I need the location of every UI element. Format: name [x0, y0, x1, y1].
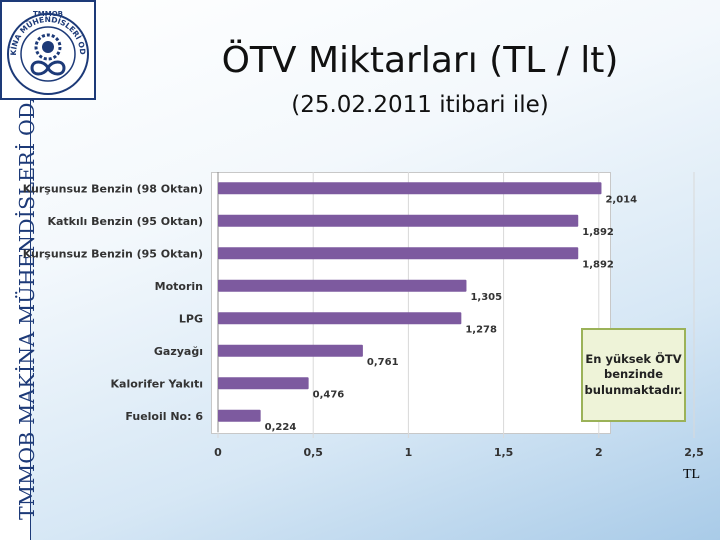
page-subtitle: (25.02.2011 itibari ile): [291, 92, 549, 118]
page-title: ÖTV Miktarları (TL / lt): [221, 40, 619, 81]
x-tick-label: 0,5: [303, 446, 323, 459]
bar: [218, 279, 467, 292]
callout-box: En yüksek ÖTV benzinde bulunmaktadır.: [581, 328, 686, 422]
bar: [218, 344, 363, 357]
bar: [218, 247, 579, 260]
category-label: Fueloil No: 6: [125, 410, 203, 423]
logo-top-text: TMMOB: [33, 10, 63, 18]
x-axis-unit-label: TL: [683, 467, 701, 482]
x-tick-label: 1,5: [494, 446, 514, 459]
bar: [218, 214, 579, 227]
category-label: Kalorifer Yakıtı: [111, 377, 203, 390]
x-tick-label: 2,5: [684, 446, 704, 459]
value-label: 2,014: [605, 194, 637, 205]
bar: [218, 182, 602, 195]
category-label: Motorin: [155, 280, 203, 293]
value-label: 1,278: [465, 324, 497, 335]
callout-text: En yüksek ÖTV benzinde bulunmaktadır.: [584, 351, 683, 397]
value-label: 0,761: [367, 357, 399, 368]
value-label: 1,305: [470, 292, 502, 303]
bar: [218, 409, 261, 422]
value-label: 0,476: [313, 389, 345, 400]
x-tick-label: 2: [595, 446, 603, 459]
organization-logo: MAKİNA MÜHENDİSLERİ ODASI TMMOB: [0, 0, 96, 100]
category-label: Kurşunsuz Benzin (98 Oktan): [23, 182, 203, 195]
bar: [218, 377, 309, 390]
category-label: LPG: [179, 312, 203, 325]
category-label: Kurşunsuz Benzin (95 Oktan): [23, 247, 203, 260]
category-label: Katkılı Benzin (95 Oktan): [47, 215, 203, 228]
gear-infinity-emblem-icon: MAKİNA MÜHENDİSLERİ ODASI TMMOB: [0, 0, 89, 95]
value-label: 1,892: [582, 227, 614, 238]
category-label: Gazyağı: [154, 345, 203, 358]
x-tick-label: 1: [405, 446, 413, 459]
value-label: 0,224: [265, 422, 297, 433]
value-label: 1,892: [582, 259, 614, 270]
x-tick-label: 0: [214, 446, 222, 459]
bar: [218, 312, 462, 325]
